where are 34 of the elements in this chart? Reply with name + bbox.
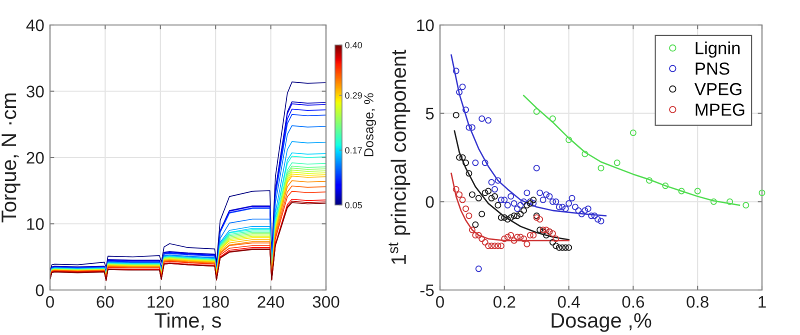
x-tick-label: 300 (312, 296, 340, 308)
y-tick-label: -5 (420, 284, 434, 296)
x-axis-title: Dosage ,% (552, 313, 652, 332)
y-axis-title: 1$^{st}$ principal component (388, 50, 410, 264)
x-tick-label: 0.8 (686, 296, 708, 308)
y-tick-label: 0 (426, 196, 434, 208)
x-tick-label: 120 (148, 296, 174, 308)
legend-label: MPEG (696, 104, 744, 116)
color-bar-label: 0.40 (345, 42, 362, 48)
y-axis-title: Torque, N ·cm (2, 93, 20, 222)
x-tick-label: 0.2 (493, 296, 516, 308)
y-tick-label: 5 (426, 108, 434, 120)
color-bar-label: 0.29 (345, 92, 362, 99)
y-tick-label: 40 (26, 19, 44, 32)
legend-label: Lignin (696, 41, 740, 58)
color-bar-title: Dosage, % (364, 93, 376, 156)
x-tick-label: 60 (96, 296, 114, 308)
color-bar-label: 0.17 (345, 147, 362, 154)
y-tick-label: 10 (27, 218, 44, 230)
x-tick-label: 240 (258, 296, 284, 308)
x-tick-label: 0 (436, 296, 444, 308)
legend-label: PNS (696, 62, 730, 75)
y-tick-label: 30 (26, 86, 44, 98)
color-bar-label: 0.05 (345, 202, 362, 208)
x-tick-label: 0.6 (622, 296, 644, 308)
y-tick-label: 20 (26, 152, 44, 164)
x-tick-label: 0.4 (558, 296, 580, 308)
y-tick-label: 0 (36, 284, 44, 296)
y-tick-label: 10 (417, 19, 434, 32)
x-axis-title: Time, s (154, 312, 222, 330)
x-tick-label: 1 (758, 296, 766, 308)
legend-label: VPEG (694, 83, 742, 96)
x-tick-label: 180 (202, 296, 229, 308)
x-tick-label: 0 (46, 296, 54, 308)
